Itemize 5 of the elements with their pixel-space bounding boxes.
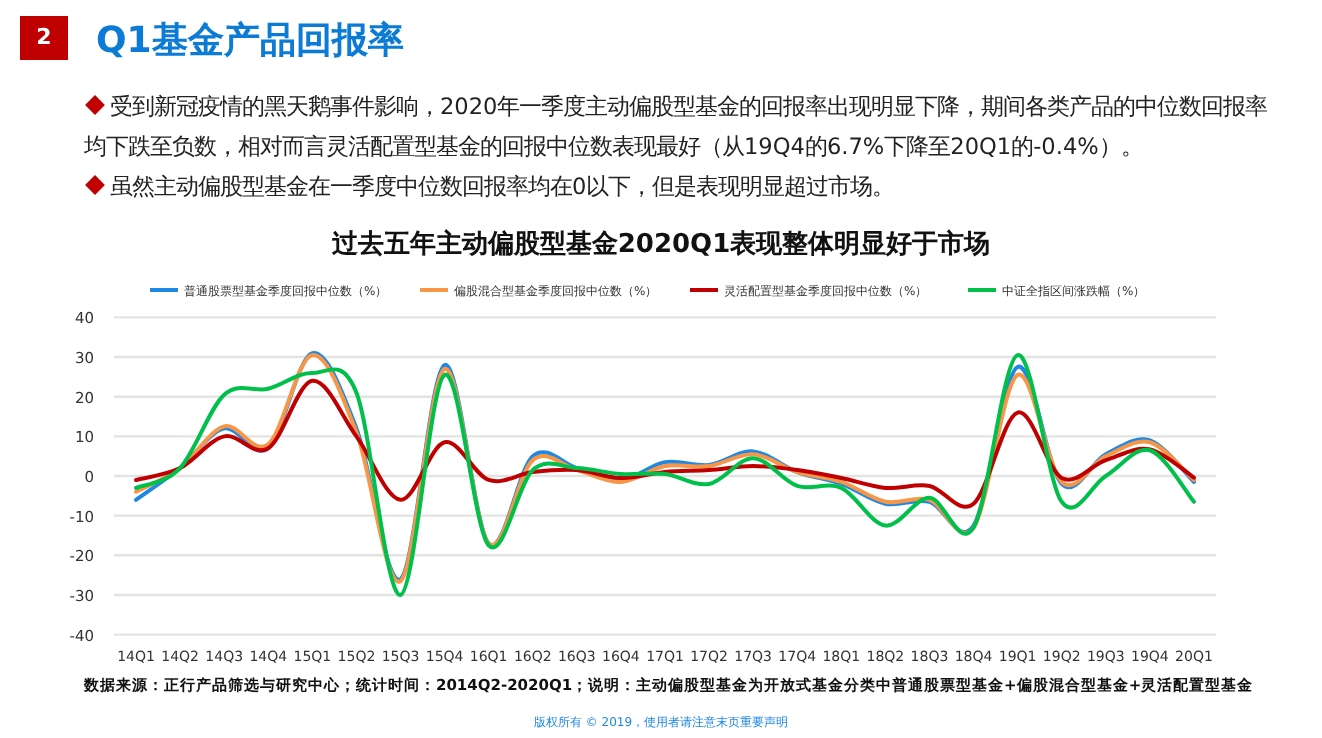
text: Q1基金产品回报率 [96, 20, 404, 62]
text: 虽然主动偏股型基金在一季度中位数回报率均在0以下，但是表现明显超过市场。 [110, 174, 895, 200]
text: 受到新冠疫情的黑天鹅事件影响，2020年一季度主动偏股型基金的回报率出现明显下降，期间各类产品的中位数回报率均下跌至负数，相对而言灵活配置型基金的回报中位数表现最好（从19Q4的6.7%下降至20Q1的-0.4%）。 [84, 94, 1268, 160]
text: 2 [36, 24, 52, 50]
chart-title: 过去五年主动偏股型基金2020Q1表现整体明显好于市场 [331, 230, 991, 260]
